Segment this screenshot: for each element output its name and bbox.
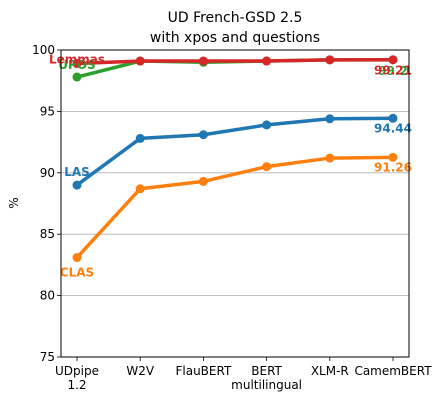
series-name-label-las: LAS [64,165,90,179]
data-point-clas [262,162,272,172]
data-point-clas [198,176,208,186]
series-name-label-lemmas: Lemmas [49,53,105,67]
data-point-lemmas [135,56,145,66]
x-tick-label: UDpipe [55,364,99,378]
x-tick-label: W2V [126,364,155,378]
data-point-lemmas [198,56,208,66]
end-value-label-las: 94.44 [374,121,412,135]
y-tick-label: 85 [40,227,55,241]
x-tick-label: CamemBERT [354,364,432,378]
chart-title: UD French-GSD 2.5 [168,10,303,26]
data-point-las [325,114,335,124]
data-point-clas [72,253,82,263]
grid-layer [61,49,409,358]
chart-subtitle: with xpos and questions [150,30,320,46]
x-tick-label: FlauBERT [175,364,231,378]
data-point-las [388,113,398,123]
series-line-clas [75,155,394,259]
data-point-lemmas [72,59,82,69]
series-name-label-clas: CLAS [60,266,94,280]
y-tick-label: 75 [40,350,55,364]
y-tick-label: 90 [40,166,55,180]
end-value-label-clas: 91.26 [374,160,412,174]
series-line-las [75,116,394,187]
data-point-las [198,130,208,140]
data-point-las [72,180,82,190]
x-tick-label-line2: 1.2 [67,378,86,392]
data-point-lemmas [388,55,398,65]
y-tick-label: 95 [40,104,55,118]
x-tick-label: BERT [251,364,282,378]
data-point-clas [388,152,398,162]
y-tick-label: 100 [32,43,55,57]
x-tick-label: XLM-R [311,364,349,378]
data-point-las [135,133,145,143]
y-tick-label: 80 [40,289,55,303]
x-tick-label-line2: multilingual [231,378,302,392]
data-point-clas [325,153,335,163]
data-point-las [262,120,272,130]
data-point-upos [72,72,82,82]
series-name-label-upos: UPOS [58,58,95,72]
data-point-lemmas [262,56,272,66]
y-axis-label: % [7,197,21,208]
plot-frame [60,49,410,358]
series-line-lemmas [76,57,394,66]
data-point-lemmas [325,55,335,65]
series-layer [72,55,398,263]
end-value-label-lemmas: 99.21 [374,64,412,78]
data-point-clas [135,184,145,194]
end-value-label-upos: 99.2 [378,64,408,78]
